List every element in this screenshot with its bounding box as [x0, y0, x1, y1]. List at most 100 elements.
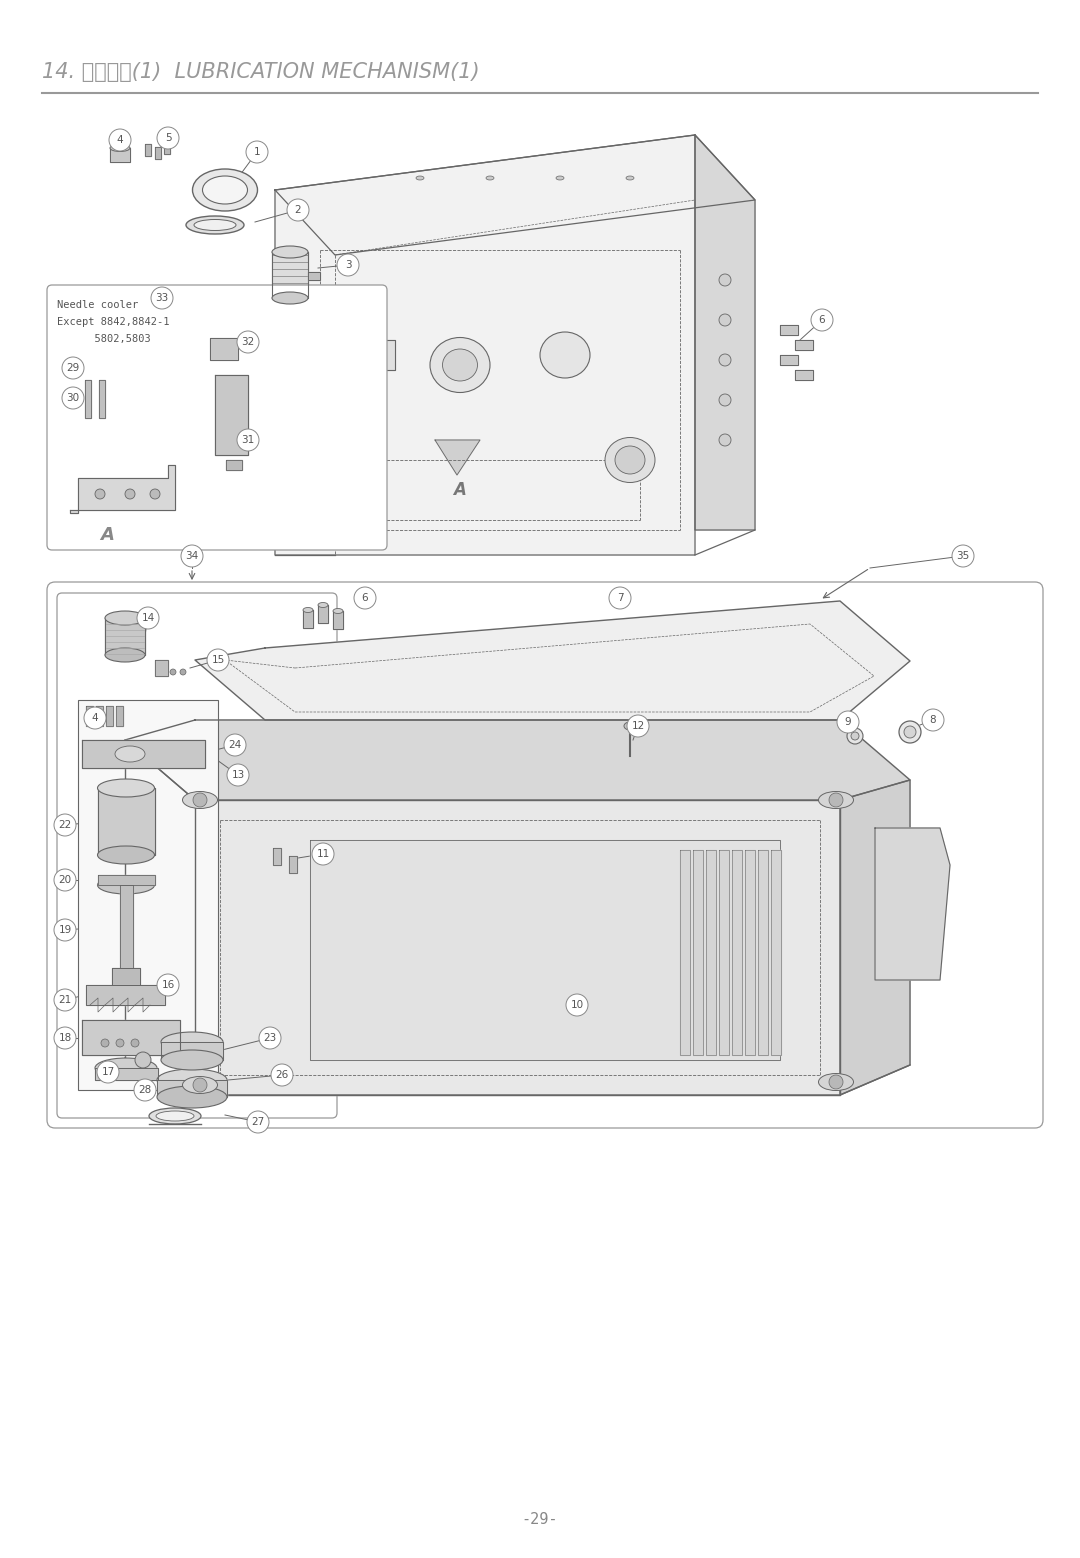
- Circle shape: [237, 428, 259, 450]
- Polygon shape: [875, 827, 950, 980]
- Text: 29: 29: [66, 363, 80, 372]
- Polygon shape: [745, 851, 755, 1055]
- Polygon shape: [120, 885, 133, 968]
- Circle shape: [157, 974, 179, 996]
- Ellipse shape: [605, 438, 654, 483]
- Polygon shape: [195, 799, 840, 1095]
- Ellipse shape: [97, 876, 154, 894]
- Polygon shape: [719, 851, 729, 1055]
- Circle shape: [207, 650, 229, 671]
- Ellipse shape: [192, 168, 257, 210]
- Polygon shape: [106, 706, 113, 726]
- Text: 13: 13: [231, 770, 245, 781]
- Text: 11: 11: [316, 849, 329, 858]
- FancyBboxPatch shape: [48, 285, 387, 550]
- Ellipse shape: [272, 291, 308, 304]
- Text: 22: 22: [58, 820, 71, 830]
- Text: 21: 21: [58, 996, 71, 1005]
- Ellipse shape: [97, 779, 154, 798]
- Text: Except 8842,8842-1: Except 8842,8842-1: [57, 316, 170, 327]
- Circle shape: [180, 668, 186, 675]
- Ellipse shape: [95, 1058, 157, 1078]
- Polygon shape: [795, 369, 813, 380]
- Polygon shape: [82, 1020, 180, 1055]
- Polygon shape: [310, 840, 780, 1059]
- Ellipse shape: [847, 728, 863, 745]
- Ellipse shape: [203, 176, 247, 204]
- Circle shape: [102, 1039, 109, 1047]
- Circle shape: [837, 710, 859, 732]
- Polygon shape: [275, 136, 755, 256]
- Ellipse shape: [272, 246, 308, 259]
- Circle shape: [719, 315, 731, 326]
- Circle shape: [116, 1039, 124, 1047]
- Text: A: A: [100, 527, 113, 544]
- Circle shape: [312, 843, 334, 865]
- Circle shape: [84, 707, 106, 729]
- Circle shape: [193, 793, 207, 807]
- Text: 5: 5: [164, 132, 172, 143]
- Ellipse shape: [161, 1031, 222, 1052]
- Ellipse shape: [899, 721, 921, 743]
- Polygon shape: [435, 439, 480, 475]
- Circle shape: [566, 994, 588, 1016]
- Text: 4: 4: [117, 136, 123, 145]
- Ellipse shape: [110, 145, 130, 151]
- Circle shape: [354, 587, 376, 609]
- Polygon shape: [771, 851, 781, 1055]
- Polygon shape: [732, 851, 742, 1055]
- Polygon shape: [840, 781, 910, 1095]
- Bar: [78, 700, 218, 1091]
- Circle shape: [224, 734, 246, 756]
- Text: 18: 18: [58, 1033, 71, 1042]
- Text: 7: 7: [617, 594, 623, 603]
- Ellipse shape: [556, 176, 564, 181]
- Text: 31: 31: [241, 435, 255, 446]
- Polygon shape: [156, 661, 168, 676]
- Circle shape: [719, 394, 731, 407]
- Text: 6: 6: [819, 315, 825, 326]
- Polygon shape: [82, 740, 205, 768]
- Polygon shape: [780, 355, 798, 365]
- Circle shape: [259, 1027, 281, 1049]
- Text: 6: 6: [362, 594, 368, 603]
- Polygon shape: [195, 601, 910, 720]
- Text: 17: 17: [102, 1067, 114, 1077]
- Circle shape: [131, 1039, 139, 1047]
- Text: 23: 23: [264, 1033, 276, 1042]
- Text: 4: 4: [92, 714, 98, 723]
- Circle shape: [54, 1027, 76, 1049]
- Ellipse shape: [430, 338, 490, 393]
- Ellipse shape: [819, 791, 853, 809]
- Circle shape: [922, 709, 944, 731]
- Ellipse shape: [416, 176, 424, 181]
- Ellipse shape: [156, 1111, 194, 1122]
- Circle shape: [97, 1061, 119, 1083]
- Circle shape: [627, 715, 649, 737]
- Circle shape: [151, 287, 173, 308]
- Text: 5802,5803: 5802,5803: [57, 333, 151, 344]
- Polygon shape: [706, 851, 716, 1055]
- Text: 2: 2: [295, 206, 301, 215]
- Circle shape: [150, 489, 160, 499]
- Text: 3: 3: [345, 260, 351, 270]
- Circle shape: [719, 274, 731, 287]
- Circle shape: [54, 919, 76, 941]
- Polygon shape: [86, 985, 165, 1005]
- Ellipse shape: [904, 726, 916, 738]
- Circle shape: [227, 763, 249, 785]
- Ellipse shape: [540, 332, 590, 379]
- Polygon shape: [289, 855, 297, 872]
- Polygon shape: [308, 273, 320, 280]
- Circle shape: [95, 489, 105, 499]
- Text: 27: 27: [252, 1117, 265, 1126]
- Polygon shape: [98, 876, 156, 885]
- Text: 19: 19: [58, 925, 71, 935]
- Ellipse shape: [97, 846, 154, 865]
- Circle shape: [719, 354, 731, 366]
- Ellipse shape: [624, 721, 636, 731]
- Ellipse shape: [318, 603, 328, 608]
- Polygon shape: [105, 619, 145, 654]
- Circle shape: [271, 1064, 293, 1086]
- Polygon shape: [86, 706, 93, 726]
